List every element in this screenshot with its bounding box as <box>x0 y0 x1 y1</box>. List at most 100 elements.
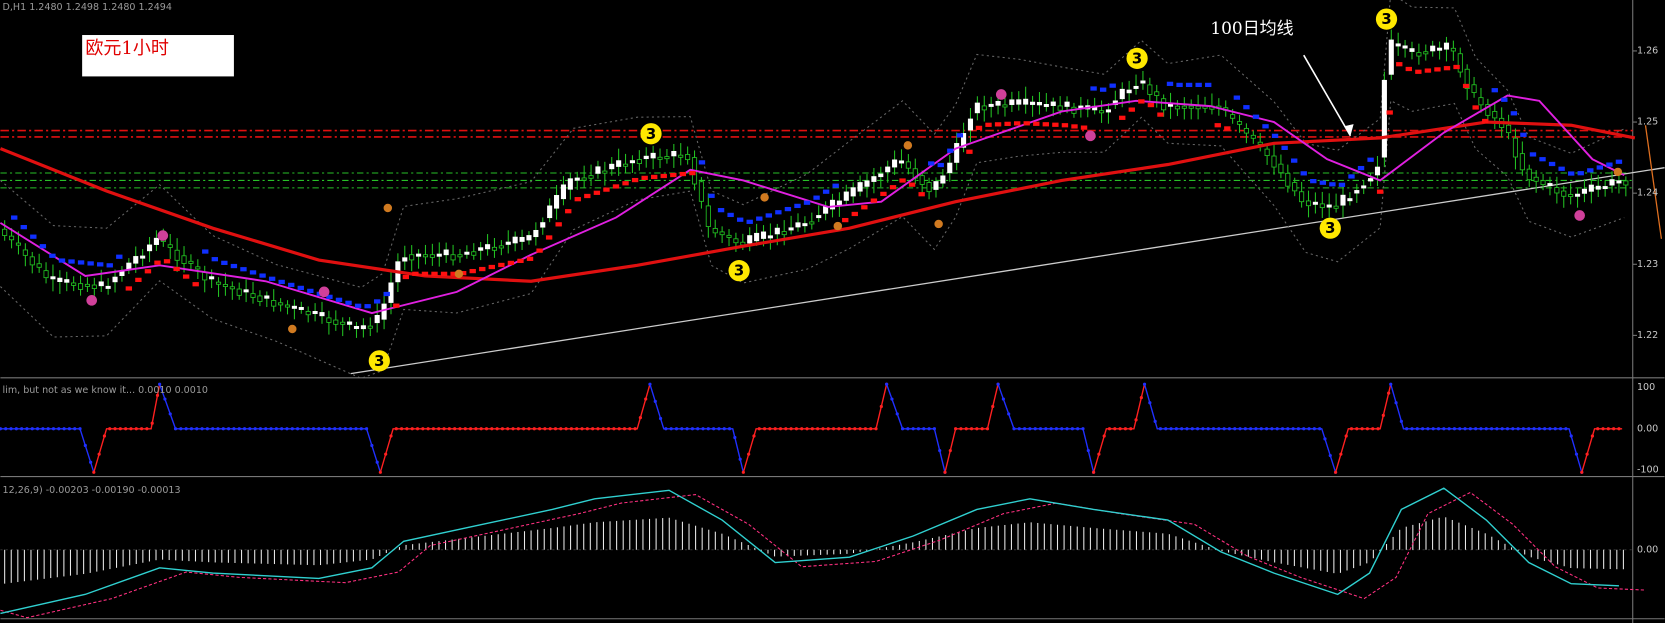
oscillator-dot <box>869 427 873 431</box>
candle-body <box>146 244 153 252</box>
candle-body <box>802 223 808 227</box>
oscillator-dot <box>1521 427 1526 431</box>
stop-dot <box>30 234 37 239</box>
oscillator-dot <box>1421 427 1425 431</box>
candle-body <box>22 249 28 256</box>
stop-dot <box>1587 168 1594 173</box>
oscillator-dot <box>1123 427 1128 431</box>
stop-dot <box>459 271 467 276</box>
candle-body <box>540 222 546 228</box>
signal-label: 3 <box>646 125 656 143</box>
candle-body <box>981 105 987 111</box>
stop-dot <box>1415 69 1422 74</box>
stop-dot <box>421 271 429 276</box>
oscillator-line <box>1334 384 1392 473</box>
candle-body <box>71 282 77 286</box>
candle-body <box>726 234 732 238</box>
candle-body <box>664 156 670 160</box>
candle-body <box>1250 134 1256 139</box>
oscillator-dot <box>1548 427 1552 431</box>
orange-dot <box>903 141 913 150</box>
oscillator-dot <box>727 427 732 431</box>
stop-dot <box>889 185 897 190</box>
candle-body <box>781 231 787 236</box>
stop-dot <box>259 273 266 278</box>
oscillator-dot <box>1365 427 1370 431</box>
stop-dot <box>670 172 677 178</box>
oscillator-dot <box>1275 427 1279 431</box>
candle-body <box>995 100 1001 106</box>
candle-body <box>1319 203 1325 209</box>
stop-dot <box>1271 133 1279 138</box>
oscillator-dot <box>1601 427 1605 431</box>
candle-body <box>1105 109 1111 113</box>
stop-dot <box>1319 180 1327 185</box>
oscillator-dot <box>1558 427 1563 431</box>
stop-dot <box>1539 157 1546 162</box>
stop-dot <box>880 191 887 197</box>
stop-dot <box>68 259 75 264</box>
oscillator-dot <box>453 427 457 431</box>
candle-body <box>64 279 70 283</box>
oscillator-dot <box>800 427 804 431</box>
oscillator-dot <box>847 427 852 431</box>
candle-body <box>340 321 346 325</box>
stop-dot <box>1510 111 1518 116</box>
oscillator-dot <box>837 427 841 431</box>
stop-dot <box>192 282 199 287</box>
stop-dot <box>1338 182 1346 187</box>
candle-body <box>174 249 180 261</box>
stop-dot <box>39 244 47 249</box>
stop-dot <box>106 263 113 268</box>
candle-body <box>1009 99 1015 105</box>
oscillator-dot <box>14 427 18 431</box>
oscillator-dot <box>1505 427 1510 431</box>
orange-dot <box>934 219 943 229</box>
candle-body <box>91 284 97 289</box>
stop-dot <box>335 297 343 302</box>
oscillator-dot <box>349 427 353 431</box>
candle-body <box>1423 51 1429 55</box>
stop-dot <box>1558 166 1565 171</box>
candle-body <box>1271 155 1277 168</box>
candle-body <box>291 305 297 309</box>
candle-body <box>1050 101 1056 106</box>
oscillator-dot <box>669 427 673 431</box>
candle-body <box>1257 141 1263 145</box>
candle-body <box>829 199 836 210</box>
pink-dot <box>157 230 169 241</box>
candle-body <box>954 143 960 163</box>
stop-dot <box>1099 87 1107 92</box>
oscillator-dot <box>447 427 451 431</box>
oscillator-dot <box>359 427 363 431</box>
oscillator-dot <box>205 427 209 431</box>
candle-body <box>1264 148 1270 157</box>
oscillator-dot <box>664 427 668 431</box>
oscillator-dot <box>757 427 761 431</box>
candle-body <box>512 236 518 244</box>
stop-dot <box>278 279 285 285</box>
stop-dot <box>1348 174 1355 179</box>
stop-dot <box>641 175 648 181</box>
stop-dot <box>1329 182 1336 187</box>
stop-dot <box>163 259 171 264</box>
stop-dot <box>297 285 304 291</box>
candle-body <box>333 319 339 325</box>
stop-dot <box>966 149 973 154</box>
panel-title: 12,26,9) -0.00203 -0.00190 -0.00013 <box>3 485 181 496</box>
stop-dot <box>517 258 524 263</box>
oscillator-dot <box>996 382 1000 386</box>
oscillator-dot <box>685 427 689 431</box>
oscillator-dot <box>333 427 337 431</box>
stop-dot <box>1367 157 1374 162</box>
oscillator-dot <box>1286 427 1290 431</box>
stop-dot <box>1357 165 1365 171</box>
candle-body <box>1236 121 1243 125</box>
oscillator-dot <box>389 434 393 438</box>
oscillator-dot <box>1318 427 1322 431</box>
stop-dot <box>794 203 801 209</box>
oscillator-dot <box>1107 427 1112 431</box>
ma-label: 100日均线 <box>1210 19 1293 39</box>
oscillator-dot <box>1217 427 1221 431</box>
